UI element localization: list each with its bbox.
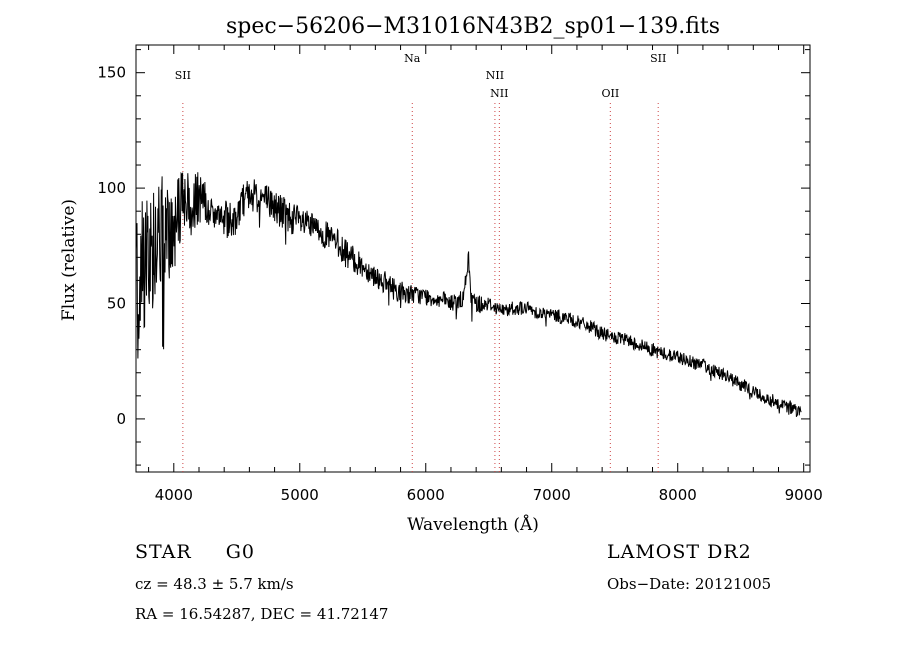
chart-title: spec−56206−M31016N43B2_sp01−139.fits: [226, 14, 720, 39]
line-marker-nii-label: NII: [486, 69, 504, 82]
line-marker-oii-label: OII: [601, 87, 619, 100]
y-tick-label: 100: [97, 179, 126, 197]
class-label: STAR: [135, 541, 192, 563]
coordinates-label: RA = 16.54287, DEC = 41.72147: [135, 605, 389, 623]
plot-frame: [135, 44, 811, 473]
line-marker-nii-label: NII: [490, 87, 508, 100]
y-tick-label: 0: [116, 410, 126, 428]
x-tick-label: 7000: [533, 486, 571, 504]
line-marker-na-label: Na: [404, 52, 421, 65]
x-tick-label: 6000: [407, 486, 445, 504]
object-class: STAR G0: [135, 541, 255, 563]
x-tick-label: 9000: [785, 486, 823, 504]
x-tick-label: 8000: [659, 486, 697, 504]
x-tick-label: 5000: [281, 486, 319, 504]
flux-series-line: [135, 171, 802, 417]
subclass-label: G0: [225, 541, 255, 563]
y-tick-label: 150: [97, 64, 126, 82]
line-marker-sii-label: SII: [175, 69, 191, 82]
y-tick-label: 50: [107, 295, 126, 313]
x-axis-label: Wavelength (Å): [407, 514, 539, 535]
axis-ticks: 4000 5000 6000 7000 8000 9000 0 50 100 150: [97, 45, 823, 504]
redshift-label: cz = 48.3 ± 5.7 km/s: [135, 575, 294, 593]
survey-label: LAMOST DR2: [607, 541, 752, 563]
x-tick-label: 4000: [155, 486, 193, 504]
obs-date-label: Obs−Date: 20121005: [607, 575, 772, 593]
line-marker-sii-label: SII: [650, 52, 666, 65]
plot-border: [135, 44, 811, 473]
emission-lines: SII Na NII NII OII SII: [175, 52, 666, 472]
spectrum-trace: [135, 171, 802, 417]
y-axis-label: Flux (relative): [59, 199, 79, 321]
